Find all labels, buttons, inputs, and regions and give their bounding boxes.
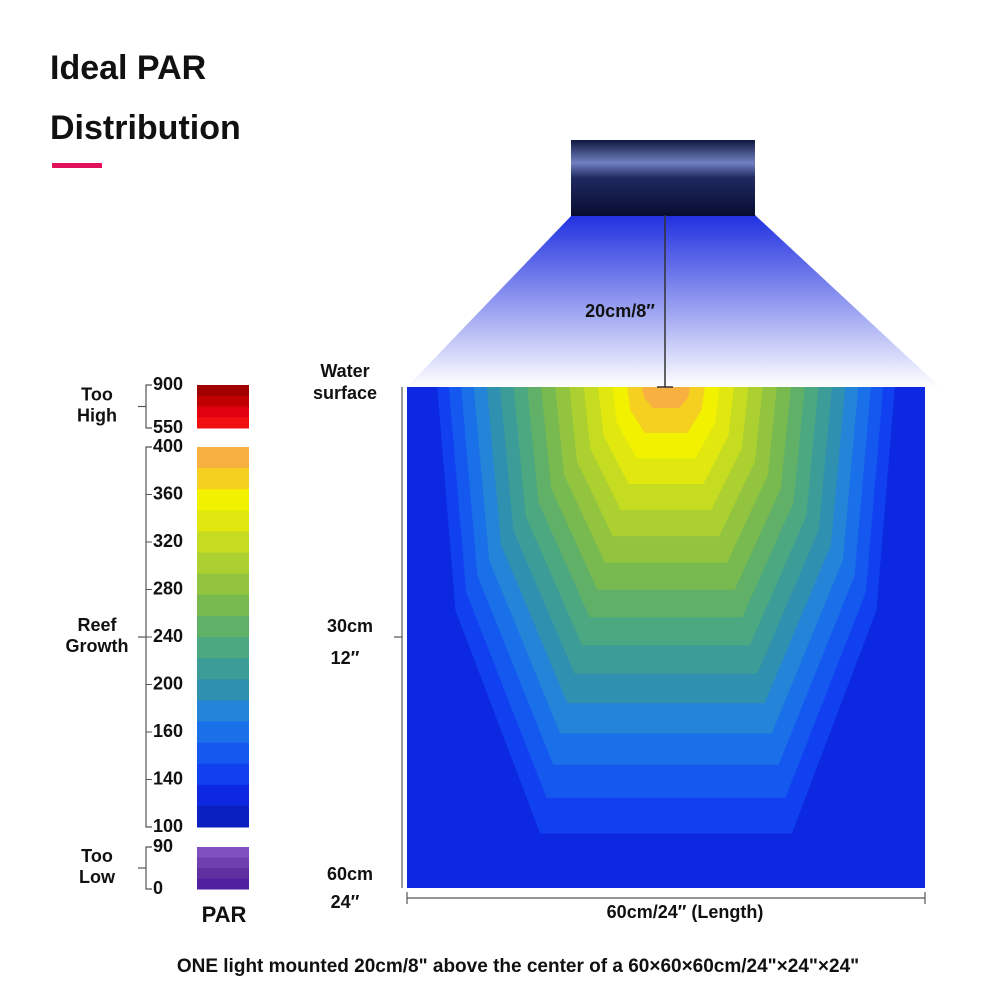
legend-swatch xyxy=(197,679,249,701)
legend-swatch xyxy=(197,552,249,575)
title-underline xyxy=(52,163,102,168)
depth-label: 12″ xyxy=(331,648,360,668)
legend-tick-label: 900 xyxy=(153,374,183,394)
legend-swatch xyxy=(197,857,249,869)
legend-swatch xyxy=(197,847,249,858)
legend-group-label: Too xyxy=(81,846,113,866)
legend-swatch xyxy=(197,594,249,617)
distance-label: 20cm/8″ xyxy=(585,301,655,321)
legend-group-label: High xyxy=(77,405,117,425)
legend-tick-label: 320 xyxy=(153,531,183,551)
caption: ONE light mounted 20cm/8" above the cent… xyxy=(177,956,859,977)
light-beam xyxy=(407,215,940,387)
depth-label: 24″ xyxy=(331,892,360,912)
legend-swatch xyxy=(197,615,249,638)
legend-tick-label: 240 xyxy=(153,626,183,646)
depth-label: 60cm xyxy=(327,864,373,884)
legend-group-label: Reef xyxy=(77,615,117,635)
legend-group-label: Too xyxy=(81,384,113,404)
legend-tick-label: 280 xyxy=(153,578,183,598)
legend-swatch xyxy=(197,573,249,596)
dimension-lines xyxy=(394,387,926,904)
legend-swatch xyxy=(197,784,249,807)
legend-swatch xyxy=(197,510,249,532)
legend-tick-label: 140 xyxy=(153,768,183,788)
legend-swatch xyxy=(197,742,249,765)
title-line: Ideal PAR xyxy=(50,49,206,87)
par-legend: 900550TooHigh400360320280240200160140100… xyxy=(66,374,249,898)
legend-swatch xyxy=(197,658,249,680)
legend-swatch xyxy=(197,763,249,786)
legend-tick-label: 200 xyxy=(153,673,183,693)
light-fixture xyxy=(571,140,755,216)
legend-swatch xyxy=(197,531,249,554)
legend-tick-label: 550 xyxy=(153,417,183,437)
legend-swatch xyxy=(197,417,249,429)
legend-swatch xyxy=(197,395,249,407)
legend-swatch xyxy=(197,868,249,879)
legend-swatch xyxy=(197,406,249,418)
legend-title: PAR xyxy=(202,902,247,927)
legend-swatch xyxy=(197,805,249,828)
legend-swatch xyxy=(197,447,249,469)
legend-bracket xyxy=(145,384,152,429)
legend-swatch xyxy=(197,468,249,490)
length-label: 60cm/24″ (Length) xyxy=(607,902,764,922)
legend-swatch xyxy=(197,385,249,397)
legend-group-label: Low xyxy=(79,867,116,887)
par-contour xyxy=(642,387,690,408)
legend-swatch xyxy=(197,489,249,511)
legend-tick-label: 360 xyxy=(153,483,183,503)
legend-tick-label: 0 xyxy=(153,878,163,898)
legend-tick-label: 90 xyxy=(153,836,173,856)
par-heatmap xyxy=(407,387,925,888)
legend-group-label: Growth xyxy=(66,636,129,656)
legend-swatch xyxy=(197,700,249,722)
legend-tick-label: 400 xyxy=(153,436,183,456)
legend-swatch xyxy=(197,721,249,744)
legend-tick-label: 160 xyxy=(153,721,183,741)
legend-swatch xyxy=(197,637,249,659)
title-line: Distribution xyxy=(50,109,241,147)
surface-label: Water xyxy=(320,361,369,381)
depth-label: 30cm xyxy=(327,616,373,636)
legend-swatch xyxy=(197,878,249,890)
legend-bracket xyxy=(145,846,152,890)
surface-label: surface xyxy=(313,383,377,403)
legend-tick-label: 100 xyxy=(153,816,183,836)
